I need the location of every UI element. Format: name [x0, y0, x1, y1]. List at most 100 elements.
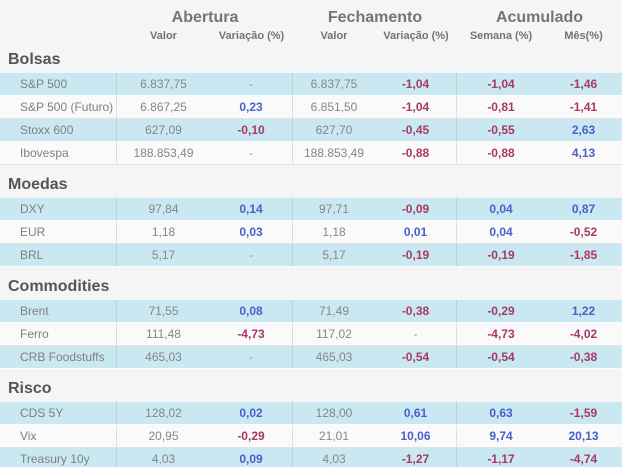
row-label: Stoxx 600 — [0, 119, 117, 141]
abertura-valor-cell: 111,48 — [146, 327, 181, 341]
table-header: Abertura Fechamento Acumulado Valor Vari… — [0, 7, 622, 45]
abertura-valor-cell: 6.837,75 — [140, 77, 187, 91]
fechamento-valor-cell: 465,03 — [315, 350, 353, 364]
fechamento-valor-cell: 4,03 — [322, 452, 346, 466]
abertura-variacao-cell: 0,08 — [210, 300, 293, 322]
table-row: EUR 1,18 0,03 1,18 0,01 0,04 -0,52 — [0, 221, 622, 244]
row-label: CRB Foodstuffs — [0, 346, 117, 368]
fechamento-valor-cell: 1,18 — [322, 225, 346, 239]
table-row: Ibovespa 188.853,49 - 188.853,49 -0,88 -… — [0, 142, 622, 165]
fechamento-variacao-cell: -0,38 — [375, 300, 457, 322]
abertura-variacao-cell: - — [210, 142, 293, 164]
subcolumn-acumulado-mes: Mês(%) — [564, 30, 603, 42]
acumulado-semana-cell: -4,73 — [487, 327, 515, 341]
acumulado-semana-cell: -0,55 — [487, 123, 515, 137]
acumulado-semana-cell: 0,63 — [489, 406, 513, 420]
table-row: BRL 5,17 - 5,17 -0,19 -0,19 -1,85 — [0, 244, 622, 267]
fechamento-variacao-cell: -0,45 — [375, 119, 457, 141]
abertura-valor-cell: 627,09 — [145, 123, 182, 137]
row-label: Ferro — [0, 323, 117, 345]
fechamento-variacao-cell: -0,88 — [375, 142, 457, 164]
row-label: Vix — [0, 425, 117, 447]
fechamento-valor-cell: 5,17 — [322, 248, 346, 262]
subcolumn-abertura-variacao: Variação (%) — [218, 30, 285, 42]
column-group-fechamento: Fechamento — [327, 9, 423, 26]
section-title: Moedas — [8, 176, 68, 193]
fechamento-valor-cell: 71,49 — [318, 304, 350, 318]
fechamento-valor-cell: 117,02 — [316, 327, 352, 341]
abertura-valor-cell: 97,84 — [148, 202, 179, 216]
acumulado-mes-cell: -1,85 — [569, 248, 598, 262]
table-row: CRB Foodstuffs 465,03 - 465,03 -0,54 -0,… — [0, 346, 622, 369]
abertura-valor-cell: 4,03 — [151, 452, 176, 466]
acumulado-mes-cell: -1,46 — [569, 77, 598, 91]
section-rows: S&P 500 6.837,75 - 6.837,75 -1,04 -1,04 … — [0, 73, 622, 165]
abertura-valor-cell: 188.853,49 — [133, 146, 194, 160]
section: Moedas DXY 97,84 0,14 97,71 -0,09 0,04 0… — [0, 175, 622, 267]
abertura-variacao-cell: 0,14 — [210, 198, 293, 220]
acumulado-semana-cell: 9,74 — [489, 429, 513, 443]
abertura-valor-cell: 20,95 — [148, 429, 179, 443]
acumulado-semana-cell: -0,19 — [487, 248, 515, 262]
subcolumn-fechamento-variacao: Variação (%) — [383, 30, 449, 42]
table-row: Ferro 111,48 -4,73 117,02 - -4,73 -4,02 — [0, 323, 622, 346]
fechamento-valor-cell: 128,00 — [315, 406, 353, 420]
fechamento-valor-cell: 188.853,49 — [303, 146, 365, 160]
fechamento-variacao-cell: 0,61 — [375, 402, 457, 424]
fechamento-variacao-cell: -1,27 — [375, 448, 457, 467]
section: Commodities Brent 71,55 0,08 71,49 -0,38… — [0, 277, 622, 369]
row-label: BRL — [0, 244, 117, 266]
acumulado-mes-cell: -0,38 — [569, 350, 598, 364]
subcolumn-fechamento-valor: Valor — [320, 30, 348, 42]
row-label: CDS 5Y — [0, 402, 117, 424]
fechamento-variacao-cell: -0,19 — [375, 244, 457, 266]
abertura-valor-cell: 1,18 — [151, 225, 176, 239]
table-row: Vix 20,95 -0,29 21,01 10,06 9,74 20,13 — [0, 425, 622, 448]
fechamento-variacao-cell: -1,04 — [375, 96, 457, 118]
table-row: Treasury 10y 4,03 0,09 4,03 -1,27 -1,17 … — [0, 448, 622, 467]
section: Bolsas S&P 500 6.837,75 - 6.837,75 -1,04… — [0, 50, 622, 165]
column-group-abertura: Abertura — [171, 9, 239, 26]
acumulado-mes-cell: -1,59 — [569, 406, 598, 420]
row-label: S&P 500 — [0, 73, 117, 95]
table-row: Brent 71,55 0,08 71,49 -0,38 -0,29 1,22 — [0, 300, 622, 323]
acumulado-semana-cell: 0,04 — [489, 202, 513, 216]
acumulado-mes-cell: 1,22 — [571, 304, 596, 318]
fechamento-valor-cell: 6.837,75 — [310, 77, 358, 91]
row-label: Treasury 10y — [0, 448, 117, 467]
section-rows: Brent 71,55 0,08 71,49 -0,38 -0,29 1,22 … — [0, 300, 622, 369]
fechamento-valor-cell: 627,70 — [315, 123, 353, 137]
subcolumn-row: Valor Variação (%) Valor Variação (%) Se… — [0, 28, 622, 45]
abertura-variacao-cell: -4,73 — [210, 323, 293, 345]
table-row: DXY 97,84 0,14 97,71 -0,09 0,04 0,87 — [0, 198, 622, 221]
acumulado-semana-cell: 0,04 — [489, 225, 513, 239]
row-label: Ibovespa — [0, 142, 117, 164]
acumulado-mes-cell: -4,02 — [569, 327, 598, 341]
fechamento-valor-cell: 97,71 — [318, 202, 350, 216]
abertura-variacao-cell: -0,29 — [210, 425, 293, 447]
table-row: S&P 500 (Futuro) 6.867,25 0,23 6.851,50 … — [0, 96, 622, 119]
row-label: EUR — [0, 221, 117, 243]
fechamento-variacao-cell: -0,09 — [375, 198, 457, 220]
abertura-variacao-cell: -0,10 — [210, 119, 293, 141]
abertura-variacao-cell: 0,02 — [210, 402, 293, 424]
fechamento-variacao-cell: -0,54 — [375, 346, 457, 368]
abertura-variacao-cell: - — [210, 346, 293, 368]
section-title: Commodities — [8, 278, 110, 295]
acumulado-semana-cell: -1,17 — [487, 452, 515, 466]
fechamento-variacao-cell: - — [375, 323, 457, 345]
fechamento-variacao-cell: 0,01 — [375, 221, 457, 243]
acumulado-mes-cell: 20,13 — [568, 429, 599, 443]
acumulado-semana-cell: -0,88 — [487, 146, 515, 160]
abertura-valor-cell: 465,03 — [145, 350, 182, 364]
acumulado-semana-cell: -1,04 — [487, 77, 515, 91]
subcolumn-abertura-valor: Valor — [150, 30, 177, 42]
column-group-row: Abertura Fechamento Acumulado — [0, 7, 622, 28]
abertura-valor-cell: 128,02 — [145, 406, 182, 420]
section-title: Bolsas — [8, 51, 61, 68]
column-group-acumulado: Acumulado — [495, 9, 584, 26]
sections-container: Bolsas S&P 500 6.837,75 - 6.837,75 -1,04… — [0, 50, 622, 467]
abertura-variacao-cell: - — [210, 73, 293, 95]
abertura-variacao-cell: 0,23 — [210, 96, 293, 118]
